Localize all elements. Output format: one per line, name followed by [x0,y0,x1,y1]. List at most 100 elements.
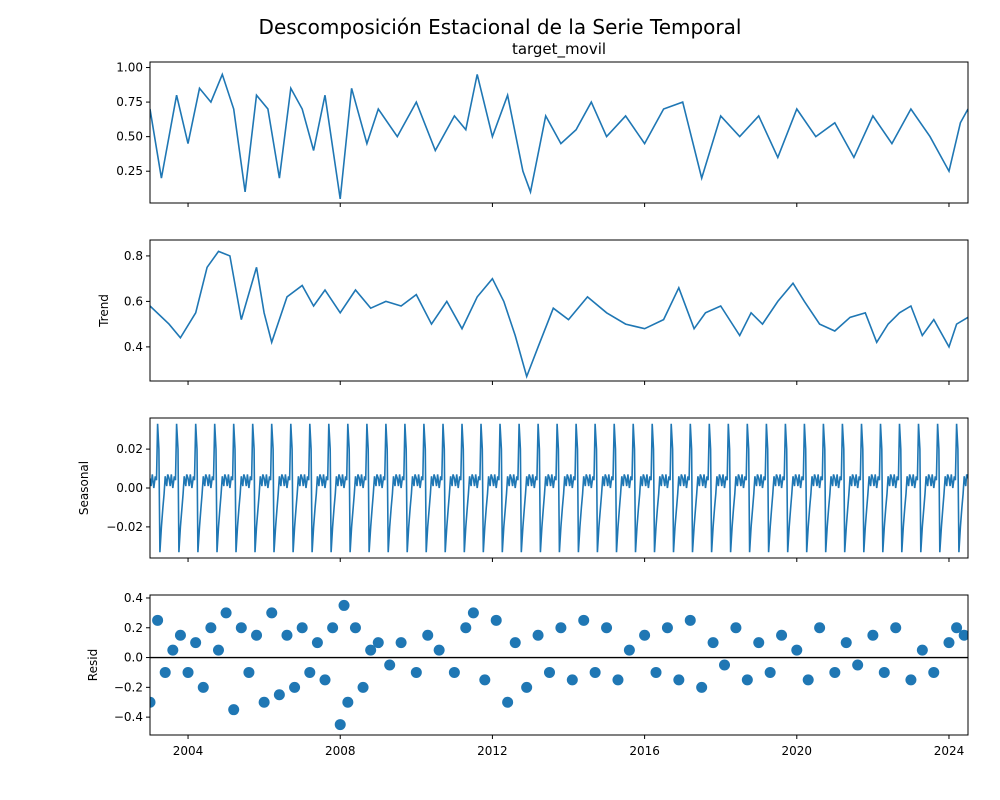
resid-point [460,622,472,634]
resid-ytick-label: 0.2 [124,621,143,635]
observed-series-line [150,72,968,200]
seasonal-plot-area [150,423,968,553]
resid-point [433,644,445,656]
trend-axes-frame [149,239,969,382]
resid-point [684,614,696,626]
panels-group: target_movil 0.25 0.50 0.75 1.00 Trend 0.4 0.6 0… [77,40,969,758]
seasonal-ytick-label: 0.02 [116,442,143,456]
xtick-label: 2020 [782,744,813,758]
observed-ytick-label: 0.75 [116,95,143,109]
resid-point [296,622,308,634]
resid-point [243,666,255,678]
resid-point [304,666,316,678]
seasonal-series-line [150,423,968,553]
resid-point [395,637,407,649]
resid-point [890,622,902,634]
resid-point [696,681,708,693]
resid-point [905,674,917,686]
resid-point [589,666,601,678]
resid-point [814,622,826,634]
observed-axes-frame [149,61,969,204]
resid-point [422,629,434,641]
seasonal-panel: Seasonal −0.02 0.00 0.02 [77,417,969,562]
resid-point [802,674,814,686]
trend-plot-area [150,250,968,380]
resid-ytick-label: −0.2 [114,680,143,694]
resid-point [521,681,533,693]
resid-plot-area [150,599,968,731]
resid-point [601,622,613,634]
trend-ylabel: Trend [97,294,111,328]
resid-point [555,622,567,634]
resid-point [266,607,278,619]
resid-point [673,674,685,686]
xtick-label: 2024 [934,744,965,758]
resid-point [205,622,217,634]
resid-point [357,681,369,693]
resid-point [251,629,263,641]
resid-point [319,674,331,686]
resid-point [182,666,194,678]
observed-plot-area [150,72,968,200]
resid-axes-frame [149,594,969,736]
xtick-label: 2004 [173,744,204,758]
resid-point [490,614,502,626]
resid-point [509,637,521,649]
trend-ytick-label: 0.6 [124,294,143,308]
resid-point [878,666,890,678]
resid-point [916,644,928,656]
resid-point [167,644,179,656]
resid-point [764,666,776,678]
observed-ytick-label: 0.50 [116,130,143,144]
figure-title: Descomposición Estacional de la Serie Te… [259,15,742,39]
resid-point [707,637,719,649]
observed-panel: target_movil 0.25 0.50 0.75 1.00 [116,40,969,207]
xtick-label: 2016 [629,744,660,758]
resid-point [372,637,384,649]
resid-point [235,622,247,634]
resid-point [543,666,555,678]
resid-point [212,644,224,656]
resid-point [741,674,753,686]
resid-point [334,719,346,731]
resid-point [479,674,491,686]
resid-point [852,659,864,671]
resid-point [311,637,323,649]
resid-point [448,666,460,678]
resid-panel: Resid −0.4 −0.2 0.0 0.2 0.4 2004 2008 2012 2016 20… [86,591,969,758]
trend-ytick-label: 0.4 [124,340,143,354]
resid-point [943,637,955,649]
resid-ytick-label: 0.0 [124,651,143,665]
resid-point [776,629,788,641]
resid-point [650,666,662,678]
resid-point [228,704,240,716]
resid-point [342,696,354,708]
resid-point [928,666,940,678]
resid-point [327,622,339,634]
resid-point [753,637,765,649]
resid-point [281,629,293,641]
resid-point [190,637,202,649]
resid-point [338,599,350,611]
resid-point [174,629,186,641]
resid-point [467,607,479,619]
trend-series-line [150,250,968,380]
resid-point [349,622,361,634]
resid-point [661,622,673,634]
resid-point [197,681,209,693]
resid-point [578,614,590,626]
resid-point [365,644,377,656]
resid-point [410,666,422,678]
resid-ylabel: Resid [86,649,100,681]
resid-point [612,674,624,686]
resid-point [951,622,963,634]
resid-point [829,666,841,678]
xtick-label: 2012 [477,744,508,758]
seasonal-ytick-label: 0.00 [116,481,143,495]
resid-point [273,689,285,701]
observed-ytick-label: 1.00 [116,61,143,75]
resid-ytick-label: 0.4 [124,591,143,605]
resid-point [384,659,396,671]
trend-panel: Trend 0.4 0.6 0.8 [97,239,969,385]
